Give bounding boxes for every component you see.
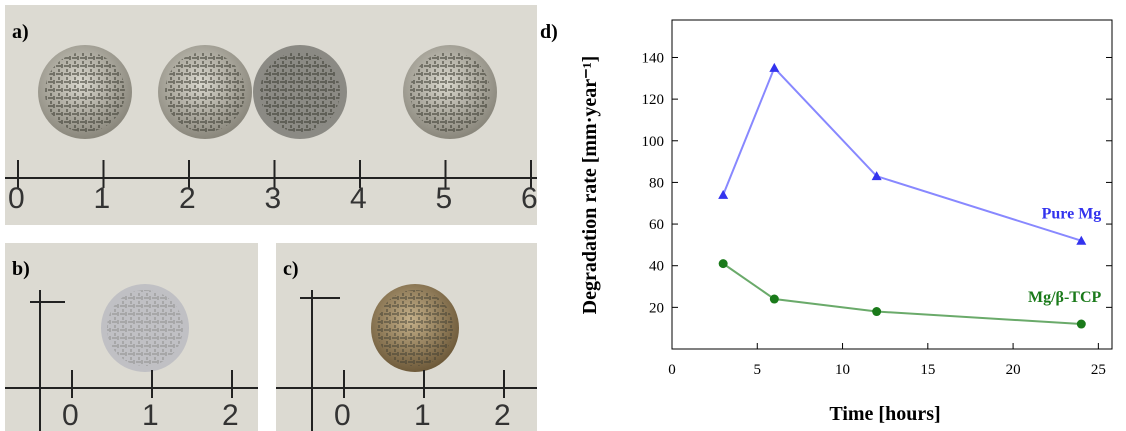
photo-c: c)	[276, 243, 537, 431]
series-line	[722, 262, 1082, 326]
y-tick-label: 100	[642, 134, 665, 150]
series-label: Pure Mg	[1042, 206, 1102, 223]
marker	[718, 189, 729, 199]
ruler-label: 3	[265, 182, 282, 215]
ruler-label: 4	[350, 182, 367, 215]
marker	[872, 307, 882, 317]
x-axis-label: Time [hours]	[829, 403, 940, 425]
panel-label: a)	[12, 21, 29, 43]
marker	[1076, 235, 1087, 245]
marker	[718, 259, 728, 269]
panel-label: c)	[283, 258, 299, 280]
series-label: Mg/β-TCP	[1028, 289, 1102, 306]
panel-label: b)	[12, 258, 30, 280]
x-tick-label: 15	[920, 362, 935, 378]
photo-a: a)	[5, 5, 537, 225]
series-line	[722, 66, 1082, 242]
ruler-label: 1	[142, 399, 159, 431]
ruler-label: 0	[8, 182, 25, 215]
ruler-label: 1	[94, 182, 111, 215]
ruler-label: 0	[334, 399, 351, 431]
x-tick-label: 25	[1091, 362, 1106, 378]
y-axis-label: Degradation rate [mm·year⁻¹]	[579, 56, 601, 315]
marker	[769, 62, 780, 72]
y-tick-label: 40	[649, 259, 664, 275]
y-tick-label: 60	[649, 217, 664, 233]
x-tick-label: 5	[754, 362, 762, 378]
marker	[769, 294, 779, 304]
y-tick-label: 140	[642, 50, 665, 66]
chart: d) Time [hours] Degradation rate [mm·yea…	[540, 19, 1113, 425]
ruler-label: 0	[62, 399, 79, 431]
panel-label: d)	[540, 21, 558, 43]
y-tick-label: 120	[642, 92, 665, 108]
ruler-label: 2	[179, 182, 196, 215]
x-tick-label: 0	[668, 362, 676, 378]
marker	[1076, 319, 1086, 329]
y-tick-label: 20	[649, 300, 664, 316]
photo-b: b)	[5, 243, 258, 431]
y-tick-label: 80	[649, 175, 664, 191]
marker	[871, 171, 882, 181]
ruler-label: 6	[521, 182, 538, 215]
plot-frame	[671, 19, 1113, 350]
ruler-label: 1	[414, 399, 431, 431]
ruler-label: 2	[222, 399, 239, 431]
ruler-label: 2	[494, 399, 511, 431]
ruler-label: 5	[436, 182, 453, 215]
x-tick-label: 10	[835, 362, 850, 378]
x-tick-label: 20	[1006, 362, 1021, 378]
discs	[38, 45, 497, 139]
